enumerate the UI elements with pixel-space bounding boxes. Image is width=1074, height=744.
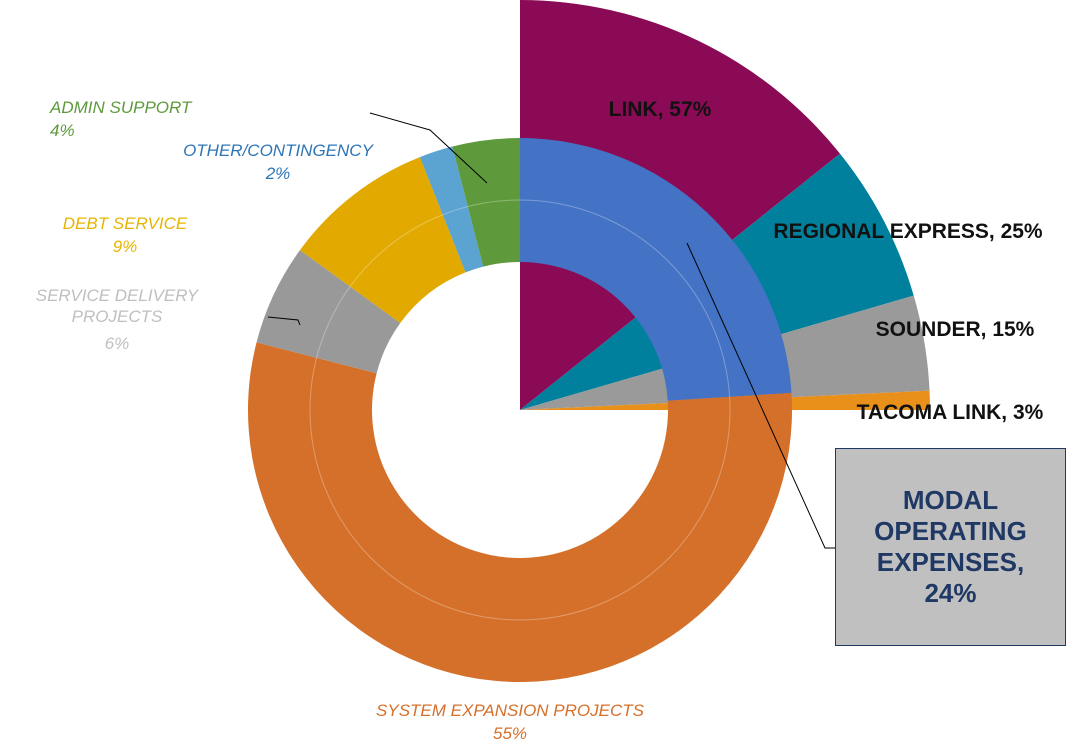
value-label: 2% (265, 164, 291, 183)
breakdown-label: SOUNDER, 15% (875, 318, 1035, 341)
leader-line (369, 112, 488, 184)
donut-slice (256, 250, 401, 374)
category-label: OTHER/CONTINGENCY (183, 141, 373, 160)
donut-slice (520, 138, 792, 401)
donut-slice (419, 146, 484, 273)
value-label: 6% (104, 334, 130, 353)
breakdown-label: REGIONAL EXPRESS, 25% (773, 220, 1043, 243)
ring-divider (309, 199, 731, 621)
value-label: 55% (492, 724, 528, 743)
leader-line (267, 316, 301, 326)
callout-box: MODAL OPERATING EXPENSES, 24% (835, 448, 1066, 646)
category-label: SYSTEM EXPANSION PROJECTS (376, 701, 644, 720)
breakdown-label: LINK, 57% (608, 98, 712, 121)
donut-slice (452, 138, 520, 267)
donut-slice (247, 342, 792, 682)
callout-value: 24% (924, 578, 977, 608)
donut-slice (299, 157, 466, 324)
category-label: DEBT SERVICE (62, 214, 188, 233)
callout-name: MODAL OPERATING EXPENSES, (874, 485, 1027, 577)
breakdown-label: TACOMA LINK, 3% (856, 401, 1044, 424)
value-label: 4% (50, 121, 75, 140)
category-label: ADMIN SUPPORT (50, 98, 192, 117)
value-label: 9% (112, 237, 138, 256)
leader-line (686, 242, 835, 549)
category-label: SERVICE DELIVERY PROJECTS (35, 286, 199, 326)
